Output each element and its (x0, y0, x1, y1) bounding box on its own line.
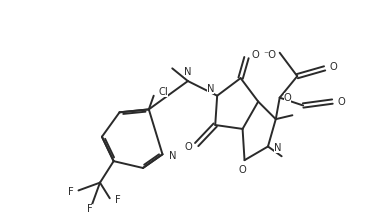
Text: F: F (87, 204, 93, 214)
Text: O: O (251, 50, 259, 60)
Text: ⁻O: ⁻O (264, 50, 277, 60)
Text: N: N (169, 151, 177, 161)
Text: O: O (337, 97, 345, 107)
Text: O: O (284, 93, 291, 103)
Text: F: F (68, 187, 74, 197)
Text: F: F (115, 195, 120, 205)
Text: O: O (239, 165, 246, 175)
Text: N: N (274, 143, 281, 153)
Text: N: N (207, 84, 214, 94)
Text: O: O (184, 143, 192, 152)
Text: Cl: Cl (158, 87, 168, 97)
Text: O: O (329, 62, 337, 72)
Text: N: N (184, 67, 192, 77)
